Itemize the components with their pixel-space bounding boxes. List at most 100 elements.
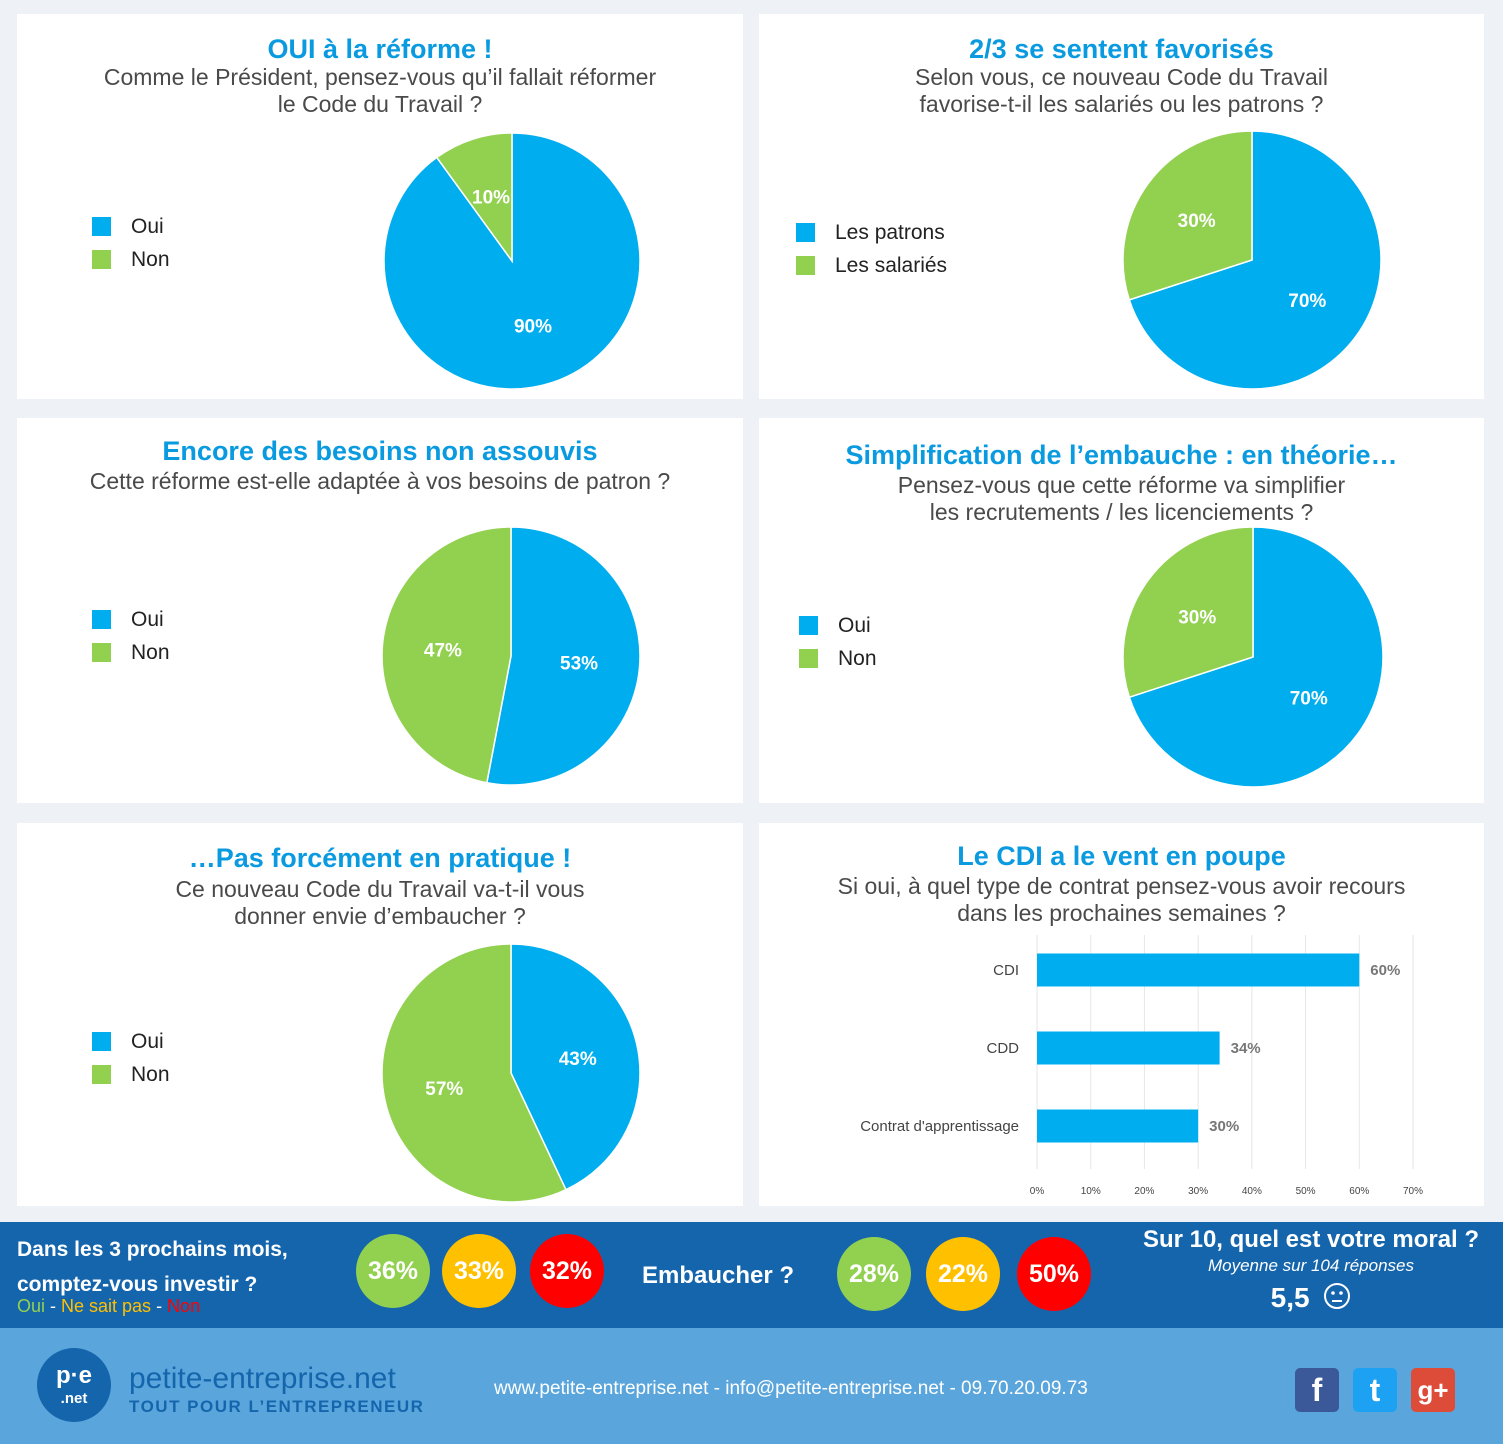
moral-value: 5,5 — [1270, 1282, 1310, 1313]
pie-slice-non — [381, 943, 567, 1203]
pie-data-label: 70% — [1290, 688, 1328, 709]
pie-slice-oui — [510, 943, 641, 1191]
legend-separator: - — [45, 1296, 62, 1316]
legend-swatch — [92, 217, 111, 236]
legend-item: Oui — [799, 609, 877, 642]
pie-chart: 53% 47% — [381, 526, 641, 786]
chart-legend: Oui Non — [92, 1025, 170, 1091]
chart-legend: Oui Non — [92, 210, 170, 276]
hire-oui-circle: 28% — [837, 1237, 911, 1311]
legend-item: Oui — [92, 1025, 170, 1058]
bar-value-label: 60% — [1370, 962, 1400, 979]
legend-swatch — [92, 1065, 111, 1084]
legend-item: Non — [92, 243, 170, 276]
contact-info[interactable]: www.petite-entreprise.net - info@petite-… — [494, 1378, 1088, 1399]
legend-swatch — [92, 1032, 111, 1051]
hire-non-circle: 50% — [1017, 1237, 1091, 1311]
chart-panel-simplification: Simplification de l’embauche : en théori… — [759, 418, 1484, 803]
legend-item: Les salariés — [796, 249, 947, 282]
pie-data-label: 47% — [424, 641, 462, 662]
chart-subtitle: Ce nouveau Code du Travail va-t-il vous … — [175, 876, 585, 929]
legend-item: Oui — [92, 603, 170, 636]
category-label: Contrat d'apprentissage — [860, 1118, 1019, 1135]
pie-data-label: 90% — [514, 317, 552, 338]
footer: p·e .net petite-entreprise.net TOUT POUR… — [0, 1328, 1503, 1444]
pie-slice-non — [435, 132, 513, 264]
chart-legend: Les patrons Les salariés — [796, 216, 947, 282]
moral-block: Sur 10, quel est votre moral ? Moyenne s… — [1110, 1226, 1503, 1317]
chart-panel-pratique: …Pas forcément en pratique ! Ce nouveau … — [17, 823, 743, 1206]
pie-data-label: 70% — [1288, 291, 1326, 312]
legend-swatch — [92, 643, 111, 662]
chart-title: Le CDI a le vent en poupe — [957, 841, 1286, 871]
legend-separator: - — [151, 1296, 168, 1316]
chart-panel-besoins: Encore des besoins non assouvis Cette ré… — [17, 418, 743, 803]
legend-item: Non — [799, 642, 877, 675]
chart-legend: Oui Non — [92, 603, 170, 669]
summary-band: Dans les 3 prochains mois, comptez-vous … — [0, 1222, 1503, 1328]
moral-question: Sur 10, quel est votre moral ? — [1142, 1226, 1480, 1253]
x-tick-label: 70% — [1403, 1186, 1423, 1197]
chart-legend: Oui Non — [799, 609, 877, 675]
brand-tagline: TOUT POUR L’ENTREPRENEUR — [129, 1397, 425, 1416]
chart-panel-favorises: 2/3 se sentent favorisés Selon vous, ce … — [759, 14, 1484, 399]
pie-data-label: 30% — [1178, 608, 1216, 629]
chart-subtitle: Selon vous, ce nouveau Code du Travail f… — [915, 64, 1328, 117]
invest-oui-circle: 36% — [356, 1234, 430, 1308]
x-tick-label: 30% — [1188, 1186, 1208, 1197]
pie-slice-les-patrons — [1128, 130, 1382, 390]
pie-data-label: 43% — [559, 1049, 597, 1070]
invest-nsp-circle: 33% — [442, 1234, 516, 1308]
chart-panel-contrats: Le CDI a le vent en poupe Si oui, à quel… — [759, 823, 1484, 1206]
legend-swatch — [796, 256, 815, 275]
invest-non-circle: 32% — [530, 1234, 604, 1308]
facebook-icon[interactable]: f — [1295, 1368, 1339, 1412]
hire-question: Embaucher ? — [642, 1262, 795, 1289]
bar-value-label: 30% — [1209, 1118, 1239, 1135]
answer-legend: Oui - Ne sait pas - Non — [17, 1296, 200, 1317]
brand-logo: p·e .net — [37, 1348, 111, 1422]
chart-title: Simplification de l’embauche : en théori… — [845, 440, 1398, 470]
bar-cdd — [1037, 1031, 1220, 1065]
legend-oui: Oui — [17, 1296, 46, 1316]
pie-slice-oui — [485, 526, 641, 786]
chart-subtitle: Si oui, à quel type de contrat pensez-vo… — [837, 873, 1406, 926]
pie-slice-les-salariés — [1122, 130, 1253, 301]
x-tick-label: 40% — [1242, 1186, 1262, 1197]
moral-score: 5,5 — [1110, 1282, 1503, 1317]
bar-value-label: 34% — [1231, 1040, 1261, 1057]
bar-contrat-d-apprentissage — [1037, 1109, 1199, 1143]
pie-data-label: 53% — [560, 653, 598, 674]
twitter-icon[interactable]: t — [1353, 1368, 1397, 1412]
legend-item: Les patrons — [796, 216, 947, 249]
legend-swatch — [92, 250, 111, 269]
legend-swatch — [92, 610, 111, 629]
x-tick-label: 0% — [1030, 1186, 1045, 1197]
invest-question: Dans les 3 prochains mois, comptez-vous … — [17, 1238, 288, 1296]
chart-subtitle: Pensez-vous que cette réforme va simplif… — [897, 472, 1346, 525]
pie-slice-non — [381, 526, 512, 784]
pie-data-label: 57% — [425, 1079, 463, 1100]
legend-item: Oui — [92, 210, 170, 243]
pie-chart: 70% 30% — [1122, 526, 1384, 788]
x-tick-label: 20% — [1134, 1186, 1154, 1197]
pie-slice-non — [1122, 526, 1254, 699]
pie-data-label: 30% — [1178, 211, 1216, 232]
x-tick-label: 50% — [1296, 1186, 1316, 1197]
legend-swatch — [799, 616, 818, 635]
category-label: CDI — [993, 962, 1019, 979]
bar-chart: 0% 10% 20% 30% 40% 50% 60% 70% CDI 60% CDD 34% Contr… — [860, 935, 1423, 1197]
brand-name[interactable]: petite-entreprise.net — [129, 1362, 396, 1395]
chart-panel-reforme: OUI à la réforme ! Comme le Président, p… — [17, 14, 743, 399]
legend-non: Non — [167, 1296, 201, 1316]
chart-subtitle: Cette réforme est-elle adaptée à vos bes… — [89, 468, 671, 494]
chart-title: 2/3 se sentent favorisés — [969, 34, 1274, 64]
chart-subtitle: Comme le Président, pensez-vous qu’il fa… — [103, 64, 657, 117]
legend-item: Non — [92, 1058, 170, 1091]
legend-swatch — [799, 649, 818, 668]
google-plus-icon[interactable]: g+ — [1411, 1368, 1455, 1412]
bar-cdi — [1037, 953, 1360, 987]
moral-note: Moyenne sur 104 réponses — [1207, 1256, 1415, 1275]
pie-slice-oui — [1128, 526, 1384, 788]
x-tick-label: 10% — [1081, 1186, 1101, 1197]
